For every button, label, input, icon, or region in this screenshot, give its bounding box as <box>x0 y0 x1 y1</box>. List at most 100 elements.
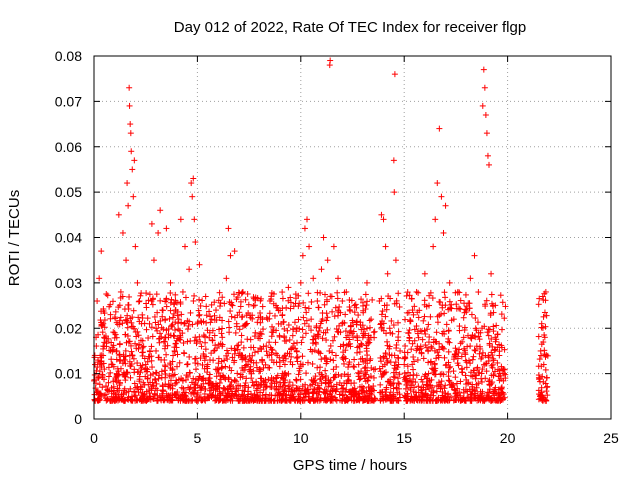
data-point <box>143 326 150 333</box>
data-point <box>159 307 166 314</box>
data-point <box>333 326 340 333</box>
data-point <box>263 314 270 321</box>
data-point <box>420 355 427 362</box>
data-point <box>112 308 119 315</box>
data-point <box>442 294 449 301</box>
data-point <box>246 312 253 319</box>
data-point <box>377 354 384 361</box>
data-point <box>97 391 104 398</box>
data-point <box>179 330 186 337</box>
data-point <box>226 329 233 336</box>
data-point <box>171 333 178 340</box>
data-point <box>419 336 426 343</box>
data-point <box>287 305 294 312</box>
data-point <box>228 367 235 374</box>
data-point <box>395 355 402 362</box>
data-point <box>257 345 264 352</box>
data-point <box>446 298 453 305</box>
data-point <box>167 279 174 286</box>
data-point <box>358 368 365 375</box>
data-point <box>203 319 210 326</box>
data-point <box>216 388 223 395</box>
data-point <box>251 349 258 356</box>
data-point <box>297 376 304 383</box>
data-point <box>337 343 344 350</box>
data-point <box>376 389 383 396</box>
data-point <box>104 292 111 299</box>
data-point <box>203 303 210 310</box>
y-tick-label: 0.05 <box>55 184 82 200</box>
data-point <box>369 296 376 303</box>
data-point <box>201 357 208 364</box>
data-point <box>100 345 107 352</box>
data-point <box>184 373 191 380</box>
data-point <box>285 284 292 291</box>
data-point <box>281 387 288 394</box>
data-point <box>335 371 342 378</box>
data-point <box>158 390 165 397</box>
data-point <box>453 301 460 308</box>
data-point <box>181 392 188 399</box>
data-point <box>166 397 173 404</box>
data-point <box>188 390 195 397</box>
data-point <box>135 341 142 348</box>
data-point <box>237 374 244 381</box>
data-point <box>155 354 162 361</box>
data-point <box>167 361 174 368</box>
data-point <box>99 372 106 379</box>
data-point <box>113 334 120 341</box>
data-point <box>406 327 413 334</box>
data-point <box>145 297 152 304</box>
data-point <box>239 289 246 296</box>
x-axis-label: GPS time / hours <box>293 457 407 474</box>
data-point <box>137 362 144 369</box>
data-point <box>247 336 254 343</box>
data-point <box>265 376 272 383</box>
data-point <box>301 320 308 327</box>
data-point <box>292 295 299 302</box>
data-point <box>273 327 280 334</box>
data-point <box>253 378 260 385</box>
data-point <box>121 373 128 380</box>
data-point <box>384 270 391 277</box>
data-point <box>332 396 339 403</box>
data-point <box>98 308 105 315</box>
data-point <box>343 380 350 387</box>
data-point <box>129 166 136 173</box>
data-point <box>395 337 402 344</box>
data-point <box>191 292 198 299</box>
data-point <box>197 318 204 325</box>
data-point <box>149 333 156 340</box>
data-point <box>387 295 394 302</box>
data-point <box>436 125 443 132</box>
data-point <box>120 369 127 376</box>
data-point <box>179 396 186 403</box>
data-point <box>254 385 261 392</box>
data-point <box>286 336 293 343</box>
data-point <box>235 387 242 394</box>
data-point <box>502 303 509 310</box>
data-point <box>125 388 132 395</box>
data-point <box>156 339 163 346</box>
data-point <box>434 349 441 356</box>
data-point <box>380 370 387 377</box>
data-point <box>333 381 340 388</box>
data-point <box>186 266 193 273</box>
data-point <box>364 377 371 384</box>
data-point <box>185 322 192 329</box>
data-point <box>308 327 315 334</box>
data-point <box>235 342 242 349</box>
data-point <box>467 275 474 282</box>
data-point <box>200 332 207 339</box>
data-point <box>148 220 155 227</box>
grid-layer <box>94 56 611 419</box>
data-point <box>384 338 391 345</box>
data-point <box>410 371 417 378</box>
data-point <box>238 339 245 346</box>
data-point <box>280 390 287 397</box>
data-point <box>227 382 234 389</box>
data-point <box>207 313 214 320</box>
data-point <box>329 387 336 394</box>
data-point <box>177 216 184 223</box>
data-point <box>161 357 168 364</box>
